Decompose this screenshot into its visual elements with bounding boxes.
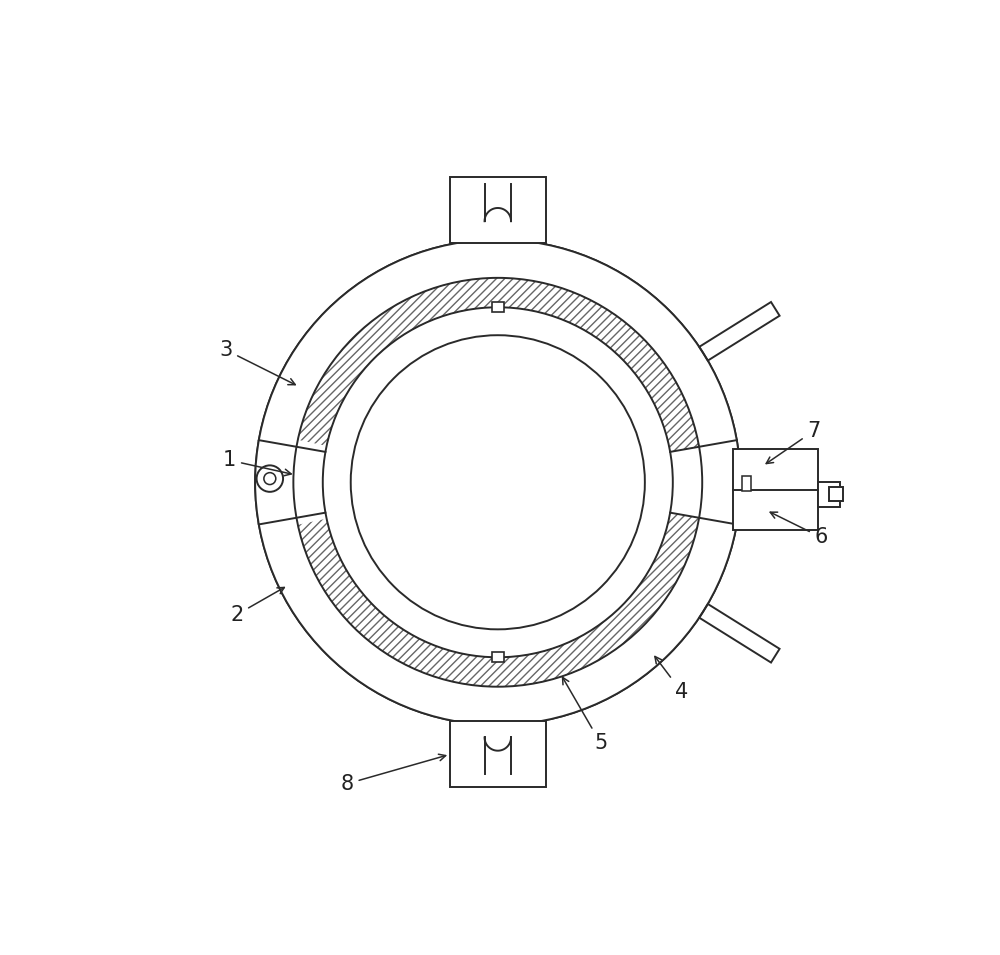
Text: 3: 3 bbox=[219, 340, 295, 385]
Bar bbox=[492, 302, 504, 312]
Text: 1: 1 bbox=[223, 450, 291, 476]
Text: 2: 2 bbox=[230, 587, 284, 625]
Bar bbox=[818, 481, 840, 507]
Polygon shape bbox=[296, 513, 699, 687]
Bar bbox=[829, 487, 843, 501]
Bar bbox=[742, 477, 751, 491]
Circle shape bbox=[257, 465, 283, 492]
Bar bbox=[733, 449, 818, 530]
Polygon shape bbox=[296, 278, 699, 452]
Text: 7: 7 bbox=[766, 421, 821, 463]
Polygon shape bbox=[255, 240, 740, 725]
Polygon shape bbox=[699, 302, 780, 361]
Bar bbox=[492, 652, 504, 663]
Bar bbox=[450, 721, 546, 788]
Text: 8: 8 bbox=[340, 754, 446, 794]
Text: 6: 6 bbox=[770, 512, 828, 547]
Polygon shape bbox=[699, 604, 780, 663]
Bar bbox=[450, 177, 546, 244]
Circle shape bbox=[264, 473, 276, 484]
Polygon shape bbox=[286, 438, 334, 526]
Text: 4: 4 bbox=[655, 656, 688, 702]
Polygon shape bbox=[663, 445, 710, 520]
Text: 5: 5 bbox=[563, 677, 607, 753]
Circle shape bbox=[255, 240, 740, 725]
